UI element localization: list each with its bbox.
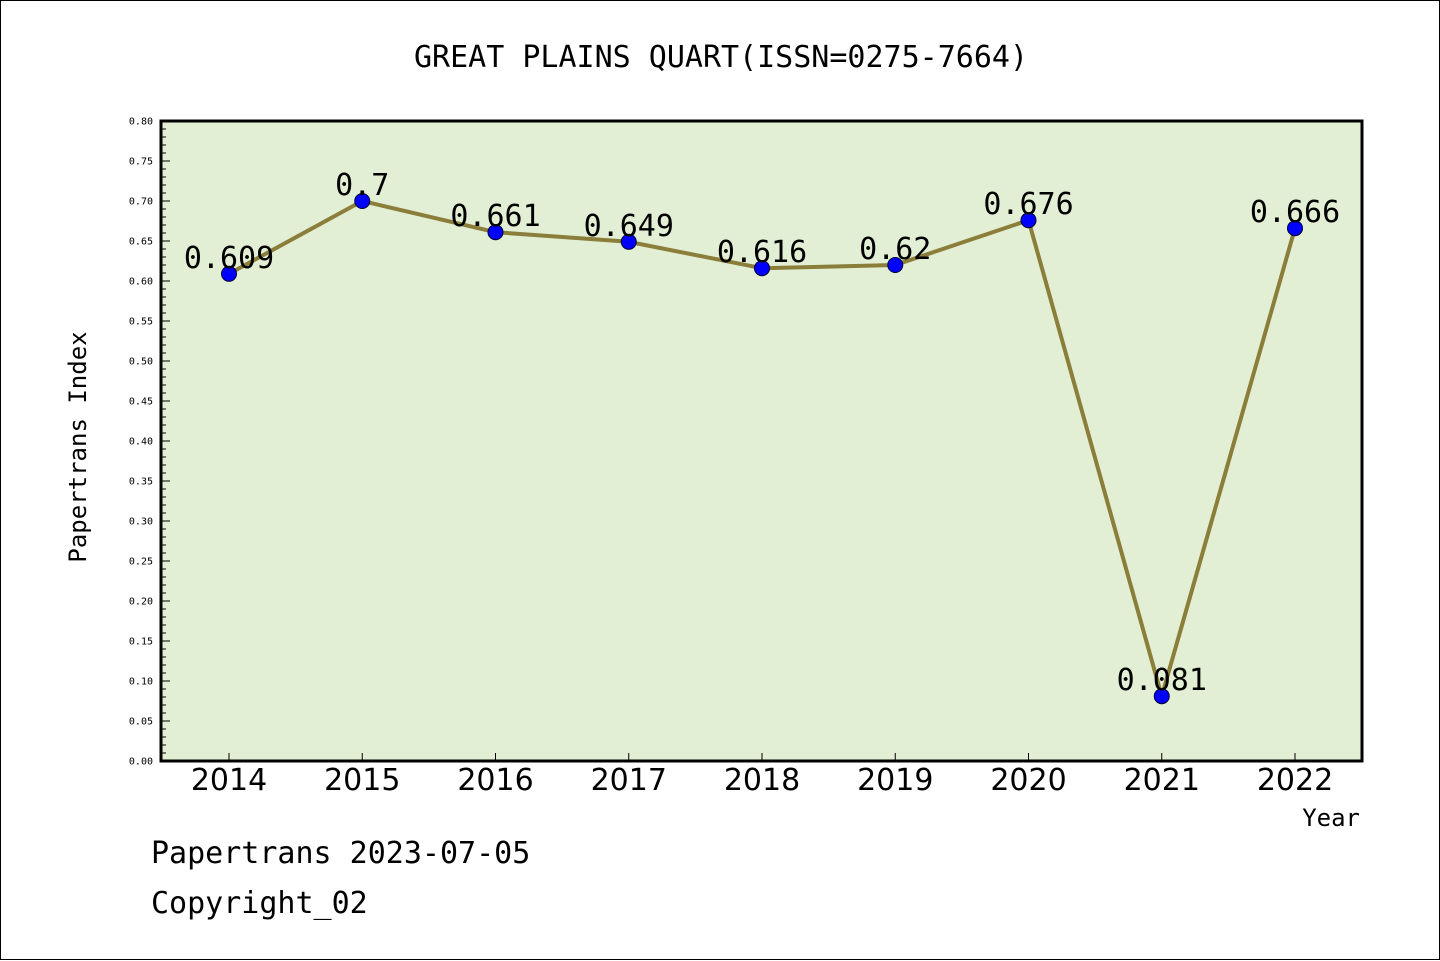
y-axis: 0.00 0.05 0.10 0.15 0.20 0.25 0.30 0.35 0.40 0.45…	[129, 117, 170, 768]
data-point	[1287, 220, 1303, 237]
series-layer: 0.609 0.7 0.661 0.649 0.616 0.62 0.676 0.081 0.6…	[184, 168, 1340, 705]
y-tick-label: 0.35	[129, 477, 153, 488]
y-tick-label: 0.25	[129, 557, 153, 568]
x-tick-label: 2019	[857, 763, 933, 798]
y-tick-label: 0.60	[129, 277, 153, 288]
y-tick-label: 0.65	[129, 237, 153, 248]
y-tick-label: 0.40	[129, 437, 153, 448]
data-label: 0.7	[335, 168, 389, 203]
y-tick-label: 0.10	[129, 677, 153, 688]
y-tick-label: 0.80	[129, 117, 153, 128]
x-tick-label: 2017	[591, 763, 667, 798]
data-label: 0.081	[1117, 663, 1207, 698]
plot-area	[161, 121, 1362, 761]
y-tick-label: 0.70	[129, 197, 153, 208]
y-tick-label: 0.00	[129, 757, 153, 768]
x-axis: 2014 2015 2016 2017 2018 2019 2020 2021 2022	[191, 753, 1333, 798]
data-point	[1020, 212, 1037, 229]
y-axis-label: Papertrans Index	[64, 331, 92, 562]
data-label: 0.676	[983, 187, 1073, 222]
y-tick-label: 0.45	[129, 397, 153, 408]
plot-border	[159, 119, 1364, 763]
y-tick-label: 0.15	[129, 637, 153, 648]
x-axis-label: Year	[1302, 804, 1360, 832]
x-tick-label: 2021	[1124, 763, 1200, 798]
data-label: 0.616	[717, 235, 807, 270]
footer-copyright: Copyright_02	[151, 886, 368, 921]
y-tick-label: 0.55	[129, 317, 153, 328]
x-tick-label: 2014	[191, 763, 267, 798]
x-tick-label: 2015	[324, 763, 400, 798]
x-tick-label: 2018	[724, 763, 800, 798]
data-point	[620, 233, 637, 250]
data-point	[354, 193, 371, 209]
y-tick-label: 0.50	[129, 357, 153, 368]
data-label: 0.609	[184, 241, 274, 276]
y-tick-label: 0.30	[129, 517, 153, 528]
data-label: 0.649	[584, 209, 674, 244]
data-point	[487, 224, 504, 241]
data-label: 0.62	[859, 232, 931, 267]
chart-title: GREAT PLAINS QUART(ISSN=0275-7664)	[414, 40, 1028, 75]
data-point	[1153, 688, 1170, 705]
x-tick-label: 2022	[1257, 763, 1333, 798]
data-point	[887, 257, 904, 273]
y-tick-label: 0.20	[129, 597, 153, 608]
y-tick-label: 0.05	[129, 717, 153, 728]
x-tick-label: 2016	[457, 763, 533, 798]
x-tick-label: 2020	[990, 763, 1066, 798]
data-point	[221, 265, 237, 282]
data-label: 0.661	[450, 199, 540, 234]
data-label: 0.666	[1250, 195, 1340, 230]
data-point	[754, 260, 770, 277]
footer-date: Papertrans 2023-07-05	[151, 836, 531, 871]
y-tick-label: 0.75	[129, 157, 153, 168]
